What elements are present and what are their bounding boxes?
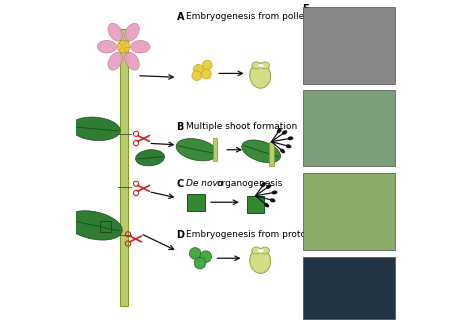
Circle shape — [193, 64, 203, 74]
Bar — [303, 90, 395, 166]
Ellipse shape — [261, 182, 265, 187]
Text: Embryogenesis from protoplast: Embryogenesis from protoplast — [186, 230, 328, 239]
Ellipse shape — [272, 190, 277, 194]
Ellipse shape — [258, 64, 264, 67]
Bar — [213, 138, 218, 161]
Ellipse shape — [261, 247, 270, 254]
Circle shape — [201, 69, 211, 79]
Ellipse shape — [242, 140, 281, 163]
Ellipse shape — [131, 40, 150, 53]
Ellipse shape — [252, 62, 261, 69]
Text: A: A — [176, 12, 184, 22]
Ellipse shape — [288, 136, 293, 140]
Ellipse shape — [252, 247, 261, 254]
Circle shape — [202, 60, 212, 70]
Ellipse shape — [176, 138, 218, 161]
Ellipse shape — [250, 248, 271, 273]
Text: Embryogenesis from pollen: Embryogenesis from pollen — [186, 12, 310, 21]
Ellipse shape — [261, 62, 270, 69]
Ellipse shape — [286, 144, 292, 148]
Ellipse shape — [108, 52, 123, 70]
Circle shape — [200, 251, 211, 262]
Ellipse shape — [71, 117, 120, 140]
Text: C: C — [176, 179, 184, 189]
Ellipse shape — [97, 40, 117, 53]
Ellipse shape — [136, 150, 164, 166]
Text: Multiple shoot formation: Multiple shoot formation — [186, 122, 297, 131]
Ellipse shape — [282, 130, 287, 135]
Circle shape — [194, 257, 206, 269]
Bar — [246, 196, 264, 213]
Circle shape — [189, 248, 201, 259]
Ellipse shape — [65, 211, 122, 240]
Ellipse shape — [125, 23, 139, 41]
Text: organogenesis: organogenesis — [216, 179, 283, 188]
Bar — [187, 194, 205, 211]
Bar — [269, 142, 273, 166]
Ellipse shape — [277, 128, 282, 133]
Ellipse shape — [258, 249, 264, 252]
Ellipse shape — [266, 184, 271, 189]
Bar — [303, 7, 395, 84]
Text: D: D — [176, 230, 184, 240]
Ellipse shape — [270, 198, 275, 202]
Ellipse shape — [250, 63, 271, 88]
Text: E: E — [302, 4, 309, 14]
Ellipse shape — [280, 149, 285, 153]
Text: De novo: De novo — [186, 179, 224, 188]
Ellipse shape — [108, 23, 123, 41]
Bar — [303, 257, 395, 319]
Text: B: B — [176, 122, 184, 132]
Bar — [303, 173, 395, 250]
Bar — [100, 221, 111, 232]
Ellipse shape — [125, 52, 139, 70]
Circle shape — [117, 40, 130, 53]
Ellipse shape — [264, 203, 269, 207]
Circle shape — [192, 71, 201, 80]
Bar — [120, 29, 128, 306]
